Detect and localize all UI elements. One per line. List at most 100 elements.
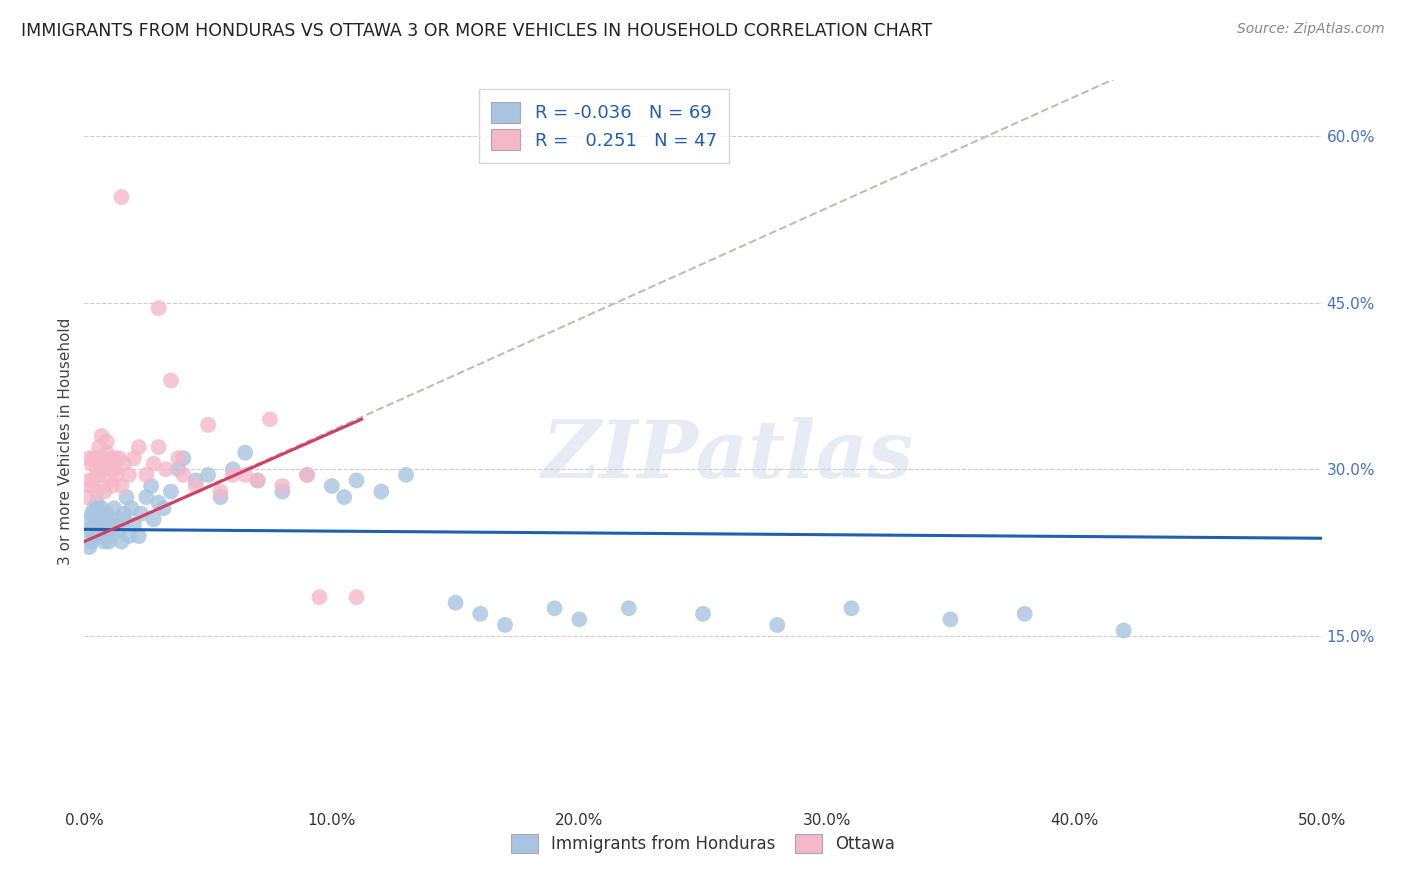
- Point: [1112, 624, 1135, 638]
- Point: [172, 451, 194, 466]
- Y-axis label: 3 or more Vehicles in Household: 3 or more Vehicles in Household: [58, 318, 73, 566]
- Point: [93, 484, 115, 499]
- Point: [108, 451, 131, 466]
- Point: [155, 462, 177, 476]
- Point: [148, 496, 170, 510]
- Point: [142, 512, 165, 526]
- Point: [246, 474, 269, 488]
- Point: [86, 529, 108, 543]
- Point: [295, 467, 318, 482]
- Point: [98, 534, 121, 549]
- Point: [79, 451, 101, 466]
- Point: [90, 451, 112, 466]
- Legend: Immigrants from Honduras, Ottawa: Immigrants from Honduras, Ottawa: [505, 827, 901, 860]
- Point: [395, 467, 418, 482]
- Point: [160, 373, 183, 387]
- Point: [346, 590, 368, 604]
- Point: [271, 484, 294, 499]
- Point: [321, 479, 343, 493]
- Point: [128, 440, 150, 454]
- Point: [90, 429, 112, 443]
- Point: [172, 467, 194, 482]
- Point: [90, 529, 112, 543]
- Point: [96, 434, 118, 449]
- Point: [184, 474, 207, 488]
- Point: [83, 517, 105, 532]
- Point: [80, 457, 103, 471]
- Point: [118, 529, 141, 543]
- Text: ZIPatlas: ZIPatlas: [541, 417, 914, 495]
- Point: [100, 479, 122, 493]
- Point: [370, 484, 392, 499]
- Point: [1014, 607, 1036, 621]
- Point: [86, 462, 108, 476]
- Point: [76, 524, 98, 538]
- Point: [271, 479, 294, 493]
- Point: [96, 507, 118, 521]
- Point: [197, 467, 219, 482]
- Point: [110, 479, 132, 493]
- Point: [80, 524, 103, 538]
- Point: [152, 501, 174, 516]
- Point: [122, 517, 145, 532]
- Point: [108, 524, 131, 538]
- Point: [543, 601, 565, 615]
- Point: [470, 607, 492, 621]
- Point: [148, 301, 170, 315]
- Point: [98, 517, 121, 532]
- Point: [89, 467, 111, 482]
- Point: [115, 490, 138, 504]
- Point: [141, 479, 163, 493]
- Point: [98, 457, 121, 471]
- Point: [346, 474, 368, 488]
- Point: [617, 601, 640, 615]
- Point: [110, 190, 132, 204]
- Point: [79, 474, 101, 488]
- Point: [128, 529, 150, 543]
- Point: [80, 479, 103, 493]
- Point: [79, 540, 101, 554]
- Point: [308, 590, 330, 604]
- Point: [167, 462, 190, 476]
- Point: [135, 490, 157, 504]
- Point: [444, 596, 467, 610]
- Point: [103, 451, 125, 466]
- Point: [692, 607, 714, 621]
- Point: [233, 445, 256, 459]
- Point: [209, 484, 232, 499]
- Point: [129, 507, 152, 521]
- Point: [184, 479, 207, 493]
- Point: [112, 457, 135, 471]
- Point: [89, 440, 111, 454]
- Point: [246, 474, 269, 488]
- Point: [90, 501, 112, 516]
- Point: [494, 618, 516, 632]
- Point: [86, 484, 108, 499]
- Point: [105, 467, 128, 482]
- Point: [100, 512, 122, 526]
- Point: [295, 467, 318, 482]
- Point: [120, 501, 142, 516]
- Point: [259, 412, 281, 426]
- Point: [568, 612, 591, 626]
- Point: [93, 462, 115, 476]
- Point: [103, 462, 125, 476]
- Point: [122, 451, 145, 466]
- Point: [89, 507, 111, 521]
- Point: [79, 512, 101, 526]
- Point: [209, 490, 232, 504]
- Point: [333, 490, 356, 504]
- Point: [135, 467, 157, 482]
- Point: [98, 474, 121, 488]
- Point: [841, 601, 863, 615]
- Point: [80, 534, 103, 549]
- Point: [100, 529, 122, 543]
- Point: [86, 512, 108, 526]
- Point: [112, 512, 135, 526]
- Point: [76, 490, 98, 504]
- Point: [233, 467, 256, 482]
- Point: [83, 451, 105, 466]
- Point: [197, 417, 219, 432]
- Point: [93, 512, 115, 526]
- Point: [105, 517, 128, 532]
